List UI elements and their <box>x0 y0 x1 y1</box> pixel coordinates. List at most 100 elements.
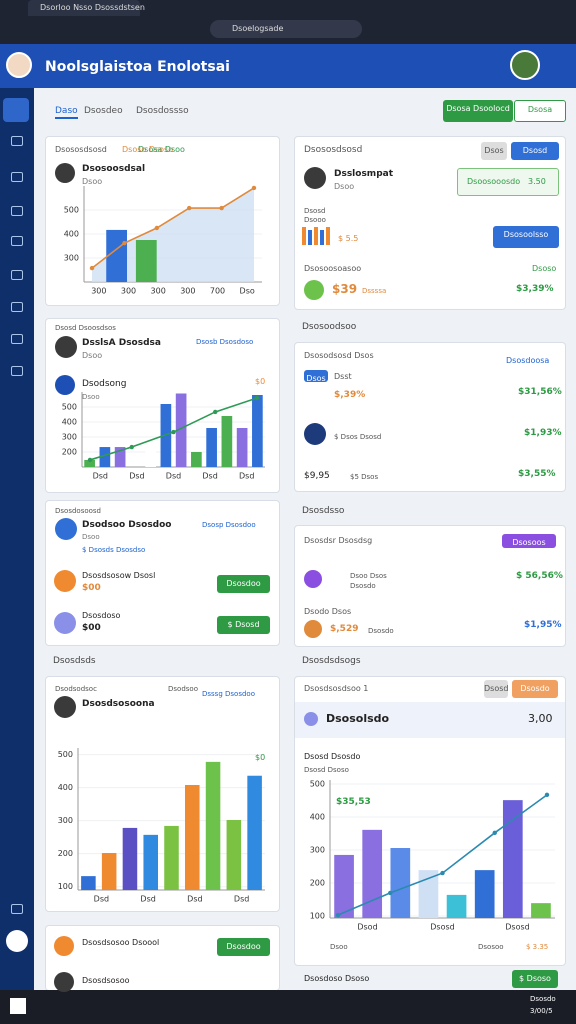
button[interactable]: Dsosdo <box>512 680 558 698</box>
bar <box>106 229 128 282</box>
bar <box>191 452 202 467</box>
x-tick-label: Dsd <box>166 472 181 481</box>
avatar <box>304 167 326 189</box>
label: $0 <box>255 753 266 762</box>
label: $1,93% <box>524 428 562 438</box>
y-tick-label: 400 <box>64 230 79 239</box>
x-tick-label: Dsd <box>187 895 202 904</box>
avatar <box>54 696 76 718</box>
point <box>335 912 341 918</box>
bar <box>390 848 411 918</box>
point <box>89 265 95 271</box>
button[interactable]: Dsosa Dsoolocd <box>443 100 513 122</box>
nav-item[interactable] <box>3 98 29 122</box>
icon <box>304 570 322 588</box>
bar <box>185 784 200 890</box>
button[interactable]: Dsosoolsso <box>493 226 559 248</box>
button[interactable]: Dsosdoo <box>217 575 270 593</box>
y-tick-label: 300 <box>310 845 325 854</box>
y-tick-label: 300 <box>64 254 79 263</box>
icon <box>55 375 75 395</box>
point <box>388 890 393 896</box>
section-title: Dsosdsso <box>302 506 345 516</box>
legend-item: Dsoso Dsoso <box>122 145 174 154</box>
point <box>251 185 257 191</box>
address-bar[interactable] <box>210 20 362 38</box>
address-text: Dsoelogsade <box>232 24 284 33</box>
bar <box>101 853 117 890</box>
icon <box>54 612 76 634</box>
label: Dsosdoosa <box>506 356 550 365</box>
button[interactable]: Dsosd <box>484 680 508 698</box>
label: Dsodo Dsos <box>304 607 352 616</box>
label: Dsosd Dsosdo <box>304 752 361 761</box>
label: $3,39% <box>516 284 554 294</box>
x-tick-label: Dsd <box>234 895 249 904</box>
button[interactable]: Dsos <box>304 370 328 383</box>
point <box>213 409 218 415</box>
icon <box>304 280 324 300</box>
section-title: Dsosdsds <box>53 656 96 666</box>
label: 3.50 <box>528 177 546 186</box>
y-tick-label: 400 <box>58 783 73 792</box>
bar <box>164 825 179 890</box>
button[interactable]: Dsosoos <box>502 534 556 548</box>
button[interactable]: Dsosd <box>511 142 559 160</box>
icon <box>54 570 76 592</box>
button[interactable]: Dsosdoo <box>217 938 270 956</box>
label: Dsosodsosd Dsos <box>304 351 374 360</box>
avatar[interactable] <box>6 52 32 78</box>
badge <box>457 168 559 196</box>
x-tick-label: Dsd <box>202 472 217 481</box>
bar <box>418 870 439 918</box>
bar <box>362 829 383 918</box>
label: Dsoo <box>82 351 103 360</box>
name: DsslsA Dsosdsa <box>82 338 161 348</box>
tab: Dsosdeo <box>84 106 123 116</box>
bar <box>247 775 262 890</box>
browser-tab[interactable] <box>28 0 140 16</box>
label: Dsoo Dsos <box>350 572 387 580</box>
point <box>492 830 497 836</box>
y-tick-label: 200 <box>62 448 77 457</box>
point <box>440 870 445 876</box>
app-title: Noolsglaistoa Enolotsai <box>45 59 230 75</box>
name: Dsosoosdsal <box>82 164 146 174</box>
nav-item[interactable] <box>6 930 28 952</box>
icon <box>55 518 77 540</box>
label: Dsodsodsoc <box>55 685 97 693</box>
point <box>544 792 550 798</box>
label: $31,56% <box>518 387 562 397</box>
button[interactable]: Dsosa <box>514 100 566 122</box>
card <box>294 342 566 492</box>
app-header <box>0 44 576 88</box>
button[interactable]: Dsos <box>481 142 507 160</box>
icon <box>54 936 74 956</box>
label: Dsosd <box>304 207 326 215</box>
bar <box>236 428 248 467</box>
label: Dsosdo <box>350 582 376 590</box>
button[interactable]: $ Dsoso <box>512 970 558 988</box>
label: Dsosb Dsosdoso <box>196 338 254 346</box>
taskbar <box>0 990 576 1024</box>
point <box>129 444 134 450</box>
point <box>154 225 159 231</box>
x-tick-label: 300 <box>180 287 195 296</box>
label: Dsosdsr Dsosdsg <box>304 536 373 545</box>
mini-bar <box>326 227 330 245</box>
label: Dssssa <box>362 287 387 295</box>
label: Dsosp Dsosdoo <box>202 521 256 529</box>
avatar <box>54 972 74 992</box>
label: Dsosdsosow Dsosl <box>82 571 156 580</box>
icon <box>304 712 318 726</box>
button[interactable]: $ Dsosd <box>217 616 270 634</box>
clock: Dsosdo <box>530 995 556 1003</box>
label: Dsosoosoasoo <box>304 264 362 273</box>
label: $,39% <box>334 390 366 400</box>
avatar[interactable] <box>510 50 540 80</box>
start-button[interactable] <box>10 998 26 1014</box>
bar <box>205 761 221 890</box>
label: $3,55% <box>518 469 556 479</box>
y-tick-label: 100 <box>58 882 73 891</box>
tab: Dsosdossso <box>136 106 189 116</box>
